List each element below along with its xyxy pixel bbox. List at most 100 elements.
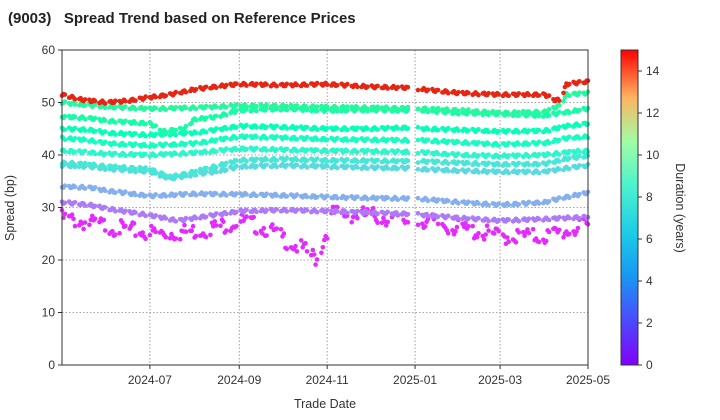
scatter-point <box>526 199 532 205</box>
scatter-point <box>405 195 411 200</box>
scatter-point <box>143 236 148 242</box>
scatter-point <box>147 232 153 238</box>
scatter-point <box>556 98 562 103</box>
scatter-point <box>62 211 68 217</box>
scatter-point <box>92 128 98 134</box>
scatter-point <box>486 141 491 147</box>
scatter-point <box>415 150 421 156</box>
scatter-point <box>556 167 562 172</box>
x-tick-label: 2025-01 <box>393 373 437 387</box>
scatter-point <box>193 233 199 239</box>
scatter-point <box>92 140 98 145</box>
scatter-point <box>395 137 401 142</box>
colorbar <box>620 49 639 366</box>
scatter-point <box>415 87 421 93</box>
scatter-point <box>395 166 401 171</box>
scatter-point <box>385 137 391 142</box>
scatter-point <box>163 93 169 98</box>
scatter-point <box>234 108 239 113</box>
chart-title: (9003) Spread Trend based on Reference P… <box>8 10 356 27</box>
scatter-point <box>516 109 522 115</box>
scatter-point <box>496 228 502 234</box>
scatter-point <box>153 131 158 137</box>
scatter-point <box>62 92 68 97</box>
scatter-point <box>385 124 391 130</box>
scatter-point <box>294 162 300 168</box>
scatter-point <box>355 105 360 110</box>
scatter-point <box>536 128 542 133</box>
scatter-point <box>476 127 481 132</box>
scatter-point <box>536 162 542 167</box>
scatter-point <box>405 104 411 110</box>
scatter-point <box>133 98 138 103</box>
scatter-point <box>385 209 391 215</box>
scatter-point <box>334 165 340 171</box>
scatter-point <box>385 106 391 111</box>
scatter-point <box>375 149 380 155</box>
scatter-point <box>556 227 562 233</box>
scatter-point <box>72 149 78 155</box>
scatter-point <box>92 216 98 221</box>
x-axis-ticks: 2024-07 2024-09 2024-11 2025-01 2025-03 2025-… <box>128 365 610 387</box>
scatter-point <box>113 150 118 156</box>
scatter-point <box>546 107 552 112</box>
scatter-point <box>203 84 209 90</box>
scatter-series <box>59 183 591 209</box>
scatter-point <box>405 220 411 225</box>
scatter-point <box>224 113 229 118</box>
scatter-point <box>254 134 259 140</box>
scatter-point <box>365 197 370 202</box>
scatter-point <box>183 141 189 147</box>
scatter-point <box>556 159 562 164</box>
scatter-point <box>425 213 431 219</box>
scatter-point <box>224 160 229 166</box>
scatter-point <box>244 133 249 139</box>
scatter-point <box>182 222 187 228</box>
scatter-point <box>345 163 350 169</box>
scatter-point <box>234 102 239 107</box>
scatter-point <box>298 238 304 243</box>
scatter-point <box>567 215 572 221</box>
scatter-point <box>526 162 532 168</box>
scatter-point <box>405 158 411 164</box>
scatter-point <box>486 202 491 208</box>
scatter-point <box>143 121 148 127</box>
scatter-point <box>173 132 179 138</box>
scatter-point <box>345 210 350 216</box>
scatter-point <box>546 167 552 173</box>
scatter-point <box>313 262 318 267</box>
scatter-point <box>153 229 158 235</box>
scatter-point <box>234 124 239 130</box>
scatter-point <box>133 131 138 136</box>
scatter-point <box>425 87 431 93</box>
x-tick-label: 2025-03 <box>478 373 522 387</box>
scatter-point <box>244 83 249 88</box>
scatter-point <box>516 142 522 147</box>
scatter-point <box>284 135 290 141</box>
scatter-point <box>486 169 491 174</box>
scatter-point <box>143 213 148 219</box>
scatter-point <box>355 215 360 221</box>
scatter-point <box>567 81 572 87</box>
scatter-point <box>314 80 320 86</box>
scatter-point <box>324 158 330 164</box>
scatter-point <box>435 214 441 219</box>
scatter-point <box>453 229 458 234</box>
scatter-point <box>203 149 209 155</box>
scatter-point <box>516 230 522 235</box>
scatter-point <box>293 244 298 249</box>
scatter-point <box>274 164 280 170</box>
scatter-point <box>101 217 107 223</box>
scatter-point <box>466 141 471 147</box>
scatter-point <box>254 104 259 109</box>
x-axis-label: Trade Date <box>294 397 356 411</box>
scatter-point <box>466 153 471 159</box>
scatter-point <box>133 120 138 126</box>
scatter-point <box>506 162 512 168</box>
scatter-point <box>304 147 310 152</box>
scatter-point <box>522 233 527 239</box>
scatter-point <box>173 236 179 241</box>
scatter-point <box>203 234 209 240</box>
scatter-point <box>62 113 68 119</box>
scatter-point <box>567 156 572 161</box>
